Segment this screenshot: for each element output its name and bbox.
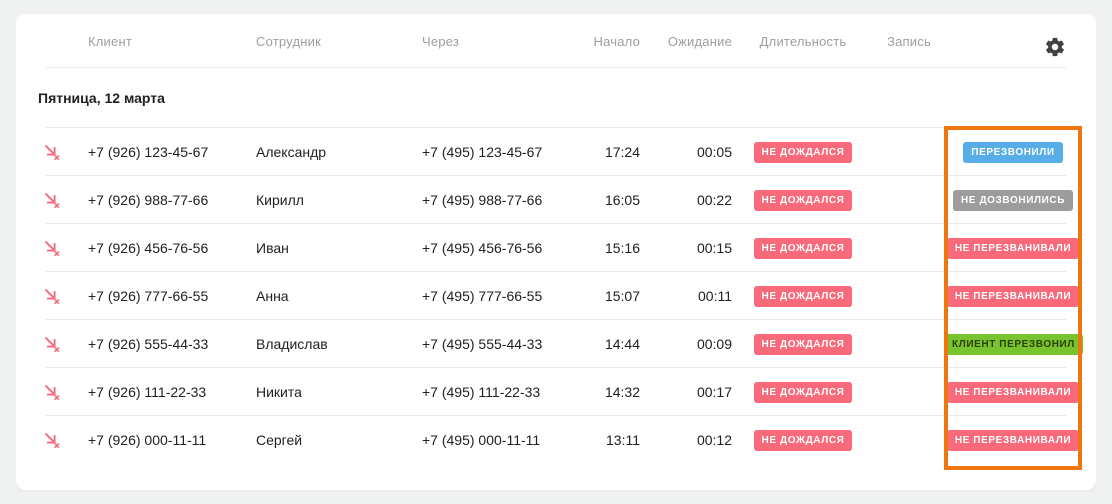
column-header-start: Начало [593,33,640,49]
table-row[interactable]: +7 (926) 456-76-56 Иван +7 (495) 456-76-… [16,224,1096,272]
status-cell: НЕ ДОЖДАЛСЯ [732,141,874,163]
employee-name: Сергей [256,432,303,448]
client-phone: +7 (926) 777-66-55 [88,288,209,304]
missed-call-icon [16,429,88,451]
status-cell: НЕ ДОЖДАЛСЯ [732,189,874,211]
via-phone: +7 (495) 555-44-33 [422,336,543,352]
status-cell: НЕ ДОЖДАЛСЯ [732,237,874,259]
status-cell: НЕ ДОЖДАЛСЯ [732,429,874,451]
date-label: Пятница, 12 марта [38,90,165,106]
employee-name: Анна [256,288,289,304]
wait-time: 00:22 [696,192,732,208]
table-row[interactable]: +7 (926) 988-77-66 Кирилл +7 (495) 988-7… [16,176,1096,224]
employee-name: Иван [256,240,289,256]
start-time: 13:11 [606,432,640,448]
start-time: 15:07 [604,288,640,304]
callback-cell: КЛИЕНТ ПЕРЕЗВОНИЛ [944,333,1083,355]
callback-status-badge: ПЕРЕЗВОНИЛИ [963,141,1063,163]
wait-time: 00:17 [696,384,732,400]
status-badge: НЕ ДОЖДАЛСЯ [753,189,853,211]
client-phone: +7 (926) 456-76-56 [88,240,209,256]
status-badge: НЕ ДОЖДАЛСЯ [753,141,853,163]
call-log-card: Клиент Сотрудник Через Начало Ожидание Д… [16,14,1096,490]
employee-name: Никита [256,384,302,400]
start-time: 17:24 [604,144,640,160]
gear-icon [1044,36,1066,61]
status-badge: НЕ ДОЖДАЛСЯ [753,381,853,403]
column-header-employee: Сотрудник [256,33,321,49]
client-phone: +7 (926) 988-77-66 [88,192,209,208]
client-phone: +7 (926) 000-11-11 [88,432,207,448]
missed-call-icon [16,381,88,403]
status-badge: НЕ ДОЖДАЛСЯ [753,285,853,307]
employee-name: Кирилл [256,192,304,208]
table-row[interactable]: +7 (926) 123-45-67 Александр +7 (495) 12… [16,128,1096,176]
table-row[interactable]: +7 (926) 111-22-33 Никита +7 (495) 111-2… [16,368,1096,416]
via-phone: +7 (495) 988-77-66 [422,192,543,208]
column-header-duration: Длительность [759,33,847,49]
callback-status-badge: НЕ ПЕРЕЗВАНИВАЛИ [946,285,1080,307]
column-header-via: Через [422,33,460,49]
start-time: 15:16 [604,240,640,256]
missed-call-icon [16,189,88,211]
via-phone: +7 (495) 111-22-33 [422,384,541,400]
status-cell: НЕ ДОЖДАЛСЯ [732,381,874,403]
table-header-row: Клиент Сотрудник Через Начало Ожидание Д… [16,14,1096,68]
status-badge: НЕ ДОЖДАЛСЯ [753,429,853,451]
wait-time: 00:05 [696,144,732,160]
client-phone: +7 (926) 111-22-33 [88,384,207,400]
column-header-record: Запись [887,33,931,49]
table-row[interactable]: +7 (926) 000-11-11 Сергей +7 (495) 000-1… [16,416,1096,464]
settings-button[interactable] [1038,31,1072,65]
via-phone: +7 (495) 456-76-56 [422,240,543,256]
callback-status-badge: КЛИЕНТ ПЕРЕЗВОНИЛ [944,333,1083,355]
missed-call-icon [16,285,88,307]
status-badge: НЕ ДОЖДАЛСЯ [753,333,853,355]
column-header-client: Клиент [88,33,132,49]
callback-cell: ПЕРЕЗВОНИЛИ [944,141,1082,163]
start-time: 16:05 [604,192,640,208]
wait-time: 00:09 [696,336,732,352]
column-header-wait: Ожидание [667,33,732,49]
employee-name: Владислав [256,336,328,352]
callback-cell: НЕ ДОЗВОНИЛИСЬ [944,189,1082,211]
start-time: 14:32 [604,384,640,400]
start-time: 14:44 [604,336,640,352]
status-badge: НЕ ДОЖДАЛСЯ [753,237,853,259]
date-group-header: Пятница, 12 марта [16,68,1096,128]
status-cell: НЕ ДОЖДАЛСЯ [732,333,874,355]
callback-cell: НЕ ПЕРЕЗВАНИВАЛИ [944,381,1082,403]
table-row[interactable]: +7 (926) 777-66-55 Анна +7 (495) 777-66-… [16,272,1096,320]
via-phone: +7 (495) 123-45-67 [422,144,543,160]
callback-cell: НЕ ПЕРЕЗВАНИВАЛИ [944,285,1082,307]
wait-time: 00:15 [696,240,732,256]
via-phone: +7 (495) 000-11-11 [422,432,541,448]
table-body: +7 (926) 123-45-67 Александр +7 (495) 12… [16,128,1096,464]
callback-status-badge: НЕ ПЕРЕЗВАНИВАЛИ [946,381,1080,403]
callback-status-badge: НЕ ДОЗВОНИЛИСЬ [952,189,1073,211]
table-row[interactable]: +7 (926) 555-44-33 Владислав +7 (495) 55… [16,320,1096,368]
client-phone: +7 (926) 555-44-33 [88,336,209,352]
status-cell: НЕ ДОЖДАЛСЯ [732,285,874,307]
callback-status-badge: НЕ ПЕРЕЗВАНИВАЛИ [946,429,1080,451]
employee-name: Александр [256,144,327,160]
wait-time: 00:12 [696,432,732,448]
wait-time: 00:11 [698,288,732,304]
via-phone: +7 (495) 777-66-55 [422,288,543,304]
callback-cell: НЕ ПЕРЕЗВАНИВАЛИ [944,429,1082,451]
callback-status-badge: НЕ ПЕРЕЗВАНИВАЛИ [946,237,1080,259]
missed-call-icon [16,237,88,259]
callback-cell: НЕ ПЕРЕЗВАНИВАЛИ [944,237,1082,259]
missed-call-icon [16,141,88,163]
missed-call-icon [16,333,88,355]
client-phone: +7 (926) 123-45-67 [88,144,209,160]
